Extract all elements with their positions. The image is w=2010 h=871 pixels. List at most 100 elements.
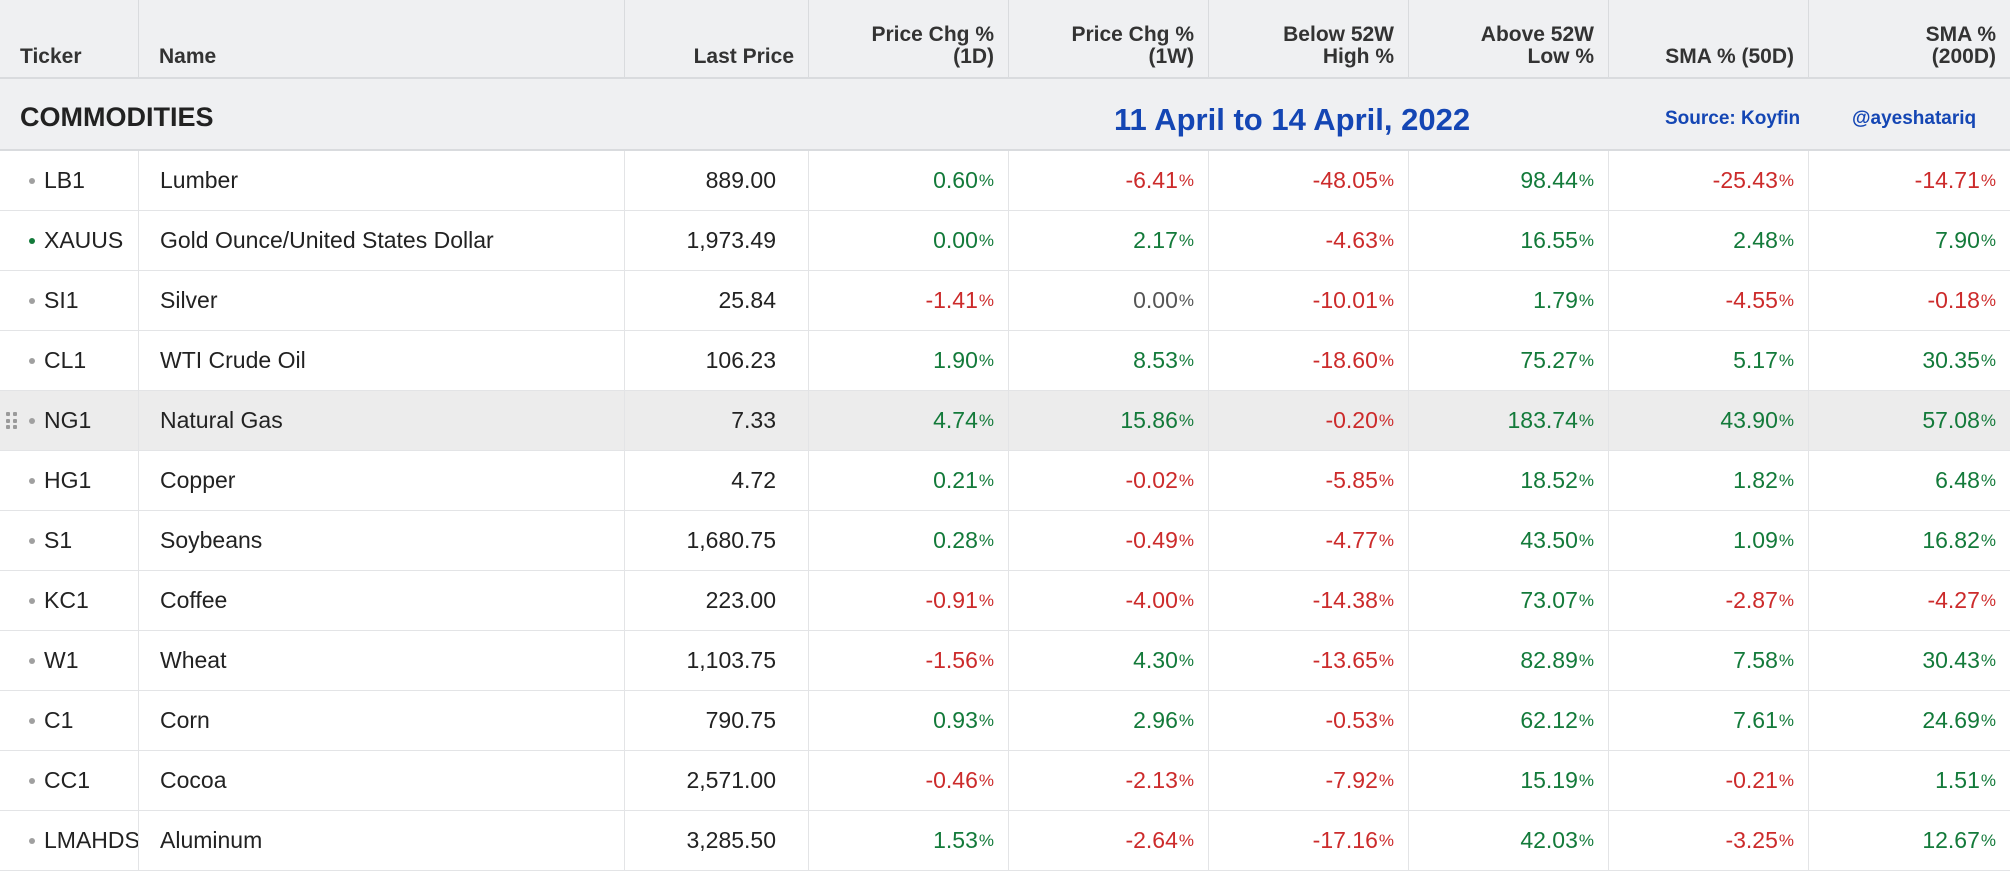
sma-200d-value: 16.82% xyxy=(1809,511,2010,570)
percent-number: 43.50 xyxy=(1520,527,1578,553)
percent-sign: % xyxy=(1578,710,1594,730)
column-header-sma-200d[interactable]: SMA % (200D) xyxy=(1925,23,1996,68)
sma-200d-value: 30.43% xyxy=(1809,631,2010,690)
price-chg-1w-value: 15.86% xyxy=(1009,391,1209,450)
price-chg-1d-value: 1.90% xyxy=(809,331,1009,390)
percent-sign: % xyxy=(978,470,994,490)
instrument-name: Natural Gas xyxy=(139,391,625,450)
percent-number: 57.08 xyxy=(1922,407,1980,433)
table-row[interactable]: NG1 Natural Gas 7.33 4.74% 15.86% -0.20% 183.7… xyxy=(0,391,2010,451)
ticker-symbol: S1 xyxy=(44,527,73,553)
percent-sign: % xyxy=(1178,350,1194,370)
ticker-cell[interactable]: S1 xyxy=(0,511,139,570)
ticker-cell[interactable]: NG1 xyxy=(0,391,139,450)
table-row[interactable]: KC1 Coffee 223.00 -0.91% -4.00% -14.38% 73.07%… xyxy=(0,571,2010,631)
table-row[interactable]: HG1 Copper 4.72 0.21% -0.02% -5.85% 18.52% 1.82… xyxy=(0,451,2010,511)
percent-number: -5.85 xyxy=(1325,467,1378,493)
percent-number: -4.77 xyxy=(1325,527,1378,553)
price-chg-1w-value: -2.13% xyxy=(1009,751,1209,810)
last-price: 223.00 xyxy=(625,571,809,630)
table-row[interactable]: CC1 Cocoa 2,571.00 -0.46% -2.13% -7.92% 15.19%… xyxy=(0,751,2010,811)
percent-sign: % xyxy=(1778,230,1794,250)
ticker-cell[interactable]: CL1 xyxy=(0,331,139,390)
percent-sign: % xyxy=(978,410,994,430)
ticker-symbol: NG1 xyxy=(44,407,92,433)
price-chg-1w-value: 2.17% xyxy=(1009,211,1209,270)
percent-sign: % xyxy=(1980,230,1996,250)
sma-50d-value: -2.87% xyxy=(1609,571,1809,630)
sma-50d-value: 2.48% xyxy=(1609,211,1809,270)
ticker-cell[interactable]: LMAHDS03 xyxy=(0,811,139,870)
table-row[interactable]: C1 Corn 790.75 0.93% 2.96% -0.53% 62.12% 7.61% 2… xyxy=(0,691,2010,751)
status-dot-icon xyxy=(29,237,35,244)
table-row[interactable]: SI1 Silver 25.84 -1.41% 0.00% -10.01% 1.79% -4.… xyxy=(0,271,2010,331)
percent-number: 0.60 xyxy=(933,167,978,193)
percent-sign: % xyxy=(978,710,994,730)
column-header-ticker[interactable]: Ticker xyxy=(0,0,139,77)
table-row[interactable]: LMAHDS03Aluminum3,285.501.53%-2.64%-17.1… xyxy=(0,811,2010,871)
below-52w-high-value: -0.53% xyxy=(1209,691,1409,750)
percent-sign: % xyxy=(978,350,994,370)
price-chg-1d-value: 0.00% xyxy=(809,211,1009,270)
column-header-last-price[interactable]: Last Price xyxy=(625,0,809,77)
percent-number: -18.60 xyxy=(1312,347,1378,373)
last-price: 1,680.75 xyxy=(625,511,809,570)
percent-sign: % xyxy=(1778,650,1794,670)
percent-number: -10.01 xyxy=(1312,287,1378,313)
percent-number: 8.53 xyxy=(1133,347,1178,373)
category-label: COMMODITIES xyxy=(20,102,214,132)
percent-sign: % xyxy=(1178,650,1194,670)
ticker-cell[interactable]: KC1 xyxy=(0,571,139,630)
percent-sign: % xyxy=(1980,410,1996,430)
column-header-above-52w-low[interactable]: Above 52W Low % xyxy=(1409,0,1609,77)
table-row[interactable]: CL1 WTI Crude Oil 106.23 1.90% 8.53% -18.60% 7… xyxy=(0,331,2010,391)
column-header-name[interactable]: Name xyxy=(139,0,625,77)
percent-sign: % xyxy=(978,650,994,670)
ticker-symbol: LB1 xyxy=(44,167,85,193)
percent-number: -2.87 xyxy=(1725,587,1778,613)
price-chg-1d-value: 0.93% xyxy=(809,691,1009,750)
table-row[interactable]: XAUUS Gold Ounce/United States Dollar 1,97… xyxy=(0,211,2010,271)
column-header-below-52w-high[interactable]: Below 52W High % xyxy=(1209,0,1409,77)
percent-number: 62.12 xyxy=(1520,707,1578,733)
percent-number: -4.55 xyxy=(1725,287,1778,313)
percent-sign: % xyxy=(1378,770,1394,790)
ticker-cell[interactable]: LB1 xyxy=(0,151,139,210)
above-52w-low-value: 75.27% xyxy=(1409,331,1609,390)
percent-sign: % xyxy=(1980,290,1996,310)
ticker-cell[interactable]: CC1 xyxy=(0,751,139,810)
percent-number: 16.55 xyxy=(1520,227,1578,253)
percent-number: 5.17 xyxy=(1733,347,1778,373)
sma-50d-value: -0.21% xyxy=(1609,751,1809,810)
ticker-cell[interactable]: HG1 xyxy=(0,451,139,510)
percent-number: -1.41 xyxy=(925,287,978,313)
above-52w-low-value: 15.19% xyxy=(1409,751,1609,810)
percent-number: 4.30 xyxy=(1133,647,1178,673)
column-header-price-chg-1w[interactable]: Price Chg % (1W) xyxy=(1009,0,1209,77)
sma-200d-value: 6.48% xyxy=(1809,451,2010,510)
table-row[interactable]: W1 Wheat 1,103.75 -1.56% 4.30% -13.65% 82.89% 7… xyxy=(0,631,2010,691)
sma-50d-value: 7.58% xyxy=(1609,631,1809,690)
percent-number: -13.65 xyxy=(1312,647,1378,673)
status-dot-icon xyxy=(29,537,35,544)
drag-handle-icon[interactable] xyxy=(6,412,18,430)
ticker-cell[interactable]: SI1 xyxy=(0,271,139,330)
percent-number: 2.48 xyxy=(1733,227,1778,253)
column-header-sma-50d[interactable]: SMA % (50D) xyxy=(1609,0,1809,77)
table-row[interactable]: LB1 Lumber 889.00 0.60% -6.41% -48.05% 98.44% -… xyxy=(0,151,2010,211)
column-header-price-chg-1d[interactable]: Price Chg % (1D) xyxy=(809,0,1009,77)
percent-sign: % xyxy=(1178,710,1194,730)
table-row[interactable]: S1 Soybeans 1,680.75 0.28% -0.49% -4.77% 43.50… xyxy=(0,511,2010,571)
percent-sign: % xyxy=(1578,470,1594,490)
percent-number: 15.86 xyxy=(1120,407,1178,433)
percent-number: -0.49 xyxy=(1125,527,1178,553)
sma-200d-value: 30.35% xyxy=(1809,331,2010,390)
ticker-cell[interactable]: C1 xyxy=(0,691,139,750)
percent-sign: % xyxy=(978,230,994,250)
below-52w-high-value: -7.92% xyxy=(1209,751,1409,810)
percent-sign: % xyxy=(1378,350,1394,370)
percent-sign: % xyxy=(1578,650,1594,670)
ticker-cell[interactable]: W1 xyxy=(0,631,139,690)
ticker-cell[interactable]: XAUUS xyxy=(0,211,139,270)
sma-50d-value: -25.43% xyxy=(1609,151,1809,210)
